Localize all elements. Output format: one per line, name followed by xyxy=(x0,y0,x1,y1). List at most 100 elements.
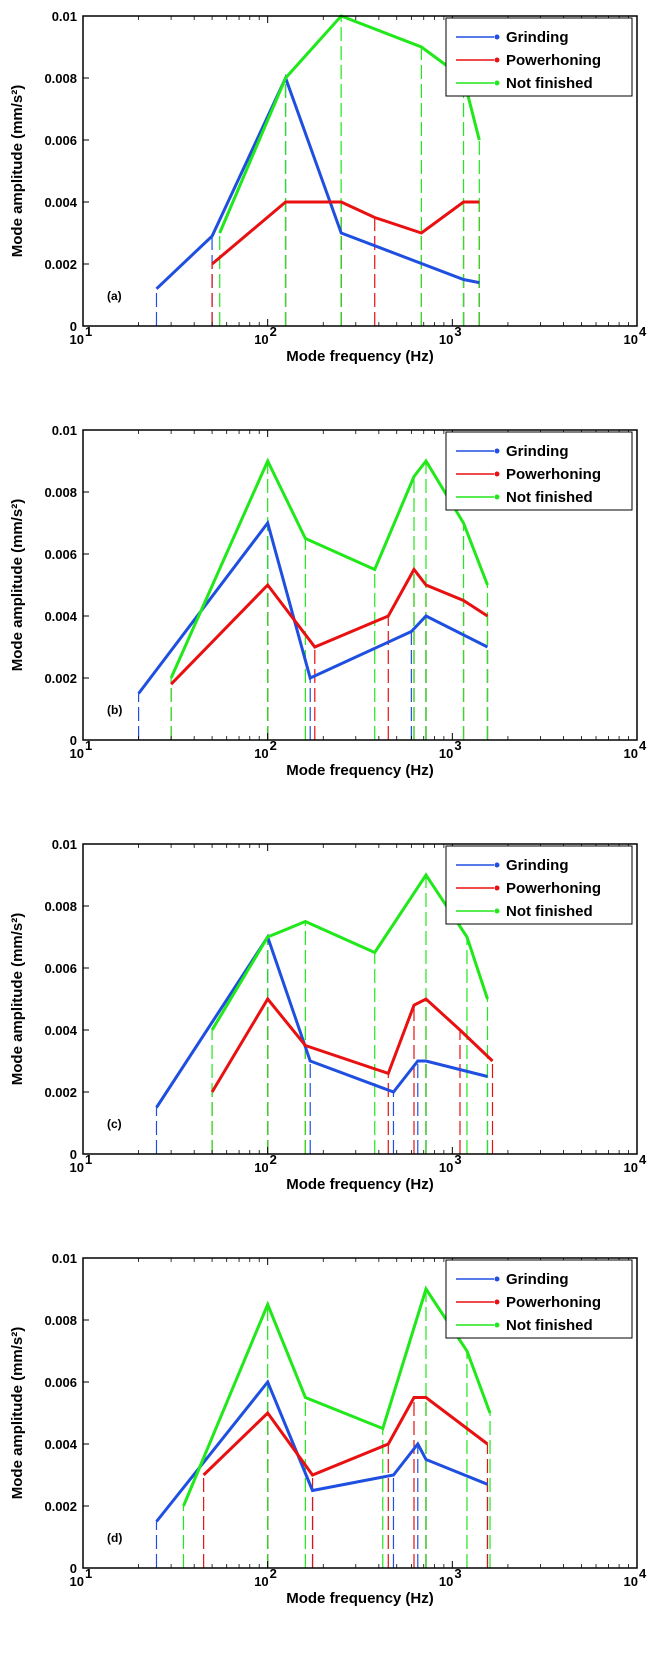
y-tick-label: 0.01 xyxy=(52,9,77,24)
x-tick-label: 10 xyxy=(439,746,453,761)
y-tick-label: 0.002 xyxy=(44,257,77,272)
y-tick-label: 0.01 xyxy=(52,1251,77,1266)
x-tick-label: 10 xyxy=(439,1574,453,1589)
x-tick-label: 10 xyxy=(624,1574,638,1589)
series-line-not-finished xyxy=(210,872,489,1031)
x-tick-label: 10 xyxy=(254,332,268,347)
y-tick-label: 0.002 xyxy=(44,1085,77,1100)
x-tick-label: 10 xyxy=(439,1160,453,1175)
x-axis-label: Mode frequency (Hz) xyxy=(286,1590,434,1607)
legend-marker xyxy=(494,448,500,454)
series-line-not-finished xyxy=(218,14,481,234)
chart-panel-c: 00.0020.0040.0060.0080.01101102103104Mod… xyxy=(9,837,647,1193)
y-tick-label: 0.008 xyxy=(44,71,77,86)
panel-label: (c) xyxy=(107,1117,122,1131)
y-tick-label: 0.004 xyxy=(44,1437,77,1452)
y-tick-label: 0.006 xyxy=(44,133,77,148)
y-tick-label: 0.008 xyxy=(44,899,77,914)
legend-label: Not finished xyxy=(506,75,593,92)
legend-marker xyxy=(494,1276,500,1282)
x-tick-label: 10 xyxy=(624,332,638,347)
series-line-grinding xyxy=(155,1379,489,1523)
plot-frame xyxy=(82,429,638,741)
x-tick-label: 10 xyxy=(624,746,638,761)
y-tick-label: 0.002 xyxy=(44,1499,77,1514)
legend-label: Grinding xyxy=(506,857,569,874)
x-tick-label: 10 xyxy=(70,1160,84,1175)
x-tick-label: 10 xyxy=(624,1160,638,1175)
y-tick-label: 0.004 xyxy=(44,195,77,210)
x-tick-label: 10 xyxy=(254,1574,268,1589)
legend-marker xyxy=(494,471,500,477)
x-tick-exponent: 3 xyxy=(454,1566,461,1581)
x-axis-label: Mode frequency (Hz) xyxy=(286,762,434,779)
x-tick-label: 10 xyxy=(439,332,453,347)
legend-marker xyxy=(494,80,500,86)
series-line-powerhoning xyxy=(170,566,489,686)
panel-label: (b) xyxy=(107,703,122,717)
x-tick-exponent: 3 xyxy=(454,1152,461,1167)
x-tick-exponent: 4 xyxy=(639,1566,647,1581)
y-tick-label: 0 xyxy=(70,1147,77,1162)
legend-label: Not finished xyxy=(506,1317,593,1334)
y-tick-label: 0.004 xyxy=(44,609,77,624)
x-tick-exponent: 1 xyxy=(85,1152,92,1167)
y-tick-label: 0.008 xyxy=(44,485,77,500)
y-tick-label: 0.006 xyxy=(44,961,77,976)
x-tick-label: 10 xyxy=(254,746,268,761)
x-tick-exponent: 4 xyxy=(639,1152,647,1167)
y-axis-label: Mode amplitude (mm/s²) xyxy=(9,499,26,672)
legend-label: Powerhoning xyxy=(506,880,601,897)
legend-label: Grinding xyxy=(506,29,569,46)
plot-frame xyxy=(82,1257,638,1569)
x-tick-exponent: 2 xyxy=(270,738,277,753)
y-tick-label: 0 xyxy=(70,733,77,748)
y-tick-label: 0.01 xyxy=(52,423,77,438)
legend-label: Not finished xyxy=(506,903,593,920)
plot-frame xyxy=(82,843,638,1155)
series-line-grinding xyxy=(155,933,488,1109)
legend-label: Grinding xyxy=(506,443,569,460)
y-tick-label: 0.008 xyxy=(44,1313,77,1328)
x-tick-label: 10 xyxy=(254,1160,268,1175)
x-tick-label: 10 xyxy=(70,332,84,347)
y-tick-label: 0 xyxy=(70,319,77,334)
legend-marker xyxy=(494,1322,500,1328)
x-tick-exponent: 4 xyxy=(639,738,647,753)
legend-marker xyxy=(494,34,500,40)
x-tick-exponent: 4 xyxy=(639,324,647,339)
legend-label: Powerhoning xyxy=(506,1294,601,1311)
legend-marker xyxy=(494,885,500,891)
x-tick-exponent: 1 xyxy=(85,738,92,753)
x-axis-label: Mode frequency (Hz) xyxy=(286,348,434,365)
series-line-not-finished xyxy=(169,457,489,679)
x-tick-label: 10 xyxy=(70,1574,84,1589)
x-tick-label: 10 xyxy=(70,746,84,761)
y-tick-label: 0.006 xyxy=(44,547,77,562)
series-line-not-finished xyxy=(182,1285,492,1507)
legend-label: Not finished xyxy=(506,489,593,506)
chart-panel-b: 00.0020.0040.0060.0080.01101102103104Mod… xyxy=(9,423,647,779)
legend-label: Powerhoning xyxy=(506,466,601,483)
panel-label: (d) xyxy=(107,1531,122,1545)
panel-label: (a) xyxy=(107,289,122,303)
y-axis-label: Mode amplitude (mm/s²) xyxy=(9,913,26,1086)
legend-marker xyxy=(494,1299,500,1305)
x-tick-exponent: 3 xyxy=(454,738,461,753)
legend-label: Powerhoning xyxy=(506,52,601,69)
y-tick-label: 0.002 xyxy=(44,671,77,686)
legend-label: Grinding xyxy=(506,1271,569,1288)
series-line-powerhoning xyxy=(211,200,480,266)
legend-marker xyxy=(494,57,500,63)
x-tick-exponent: 3 xyxy=(454,324,461,339)
legend-marker xyxy=(494,862,500,868)
x-tick-exponent: 1 xyxy=(85,1566,92,1581)
chart-panel-d: 00.0020.0040.0060.0080.01101102103104Mod… xyxy=(9,1251,647,1607)
y-tick-label: 0.004 xyxy=(44,1023,77,1038)
chart-panel-a: 00.0020.0040.0060.0080.01101102103104Mod… xyxy=(9,9,647,365)
y-tick-label: 0.006 xyxy=(44,1375,77,1390)
x-axis-label: Mode frequency (Hz) xyxy=(286,1176,434,1193)
series-line-grinding xyxy=(155,74,480,290)
y-axis-label: Mode amplitude (mm/s²) xyxy=(9,85,26,258)
series-line-powerhoning xyxy=(210,996,494,1093)
